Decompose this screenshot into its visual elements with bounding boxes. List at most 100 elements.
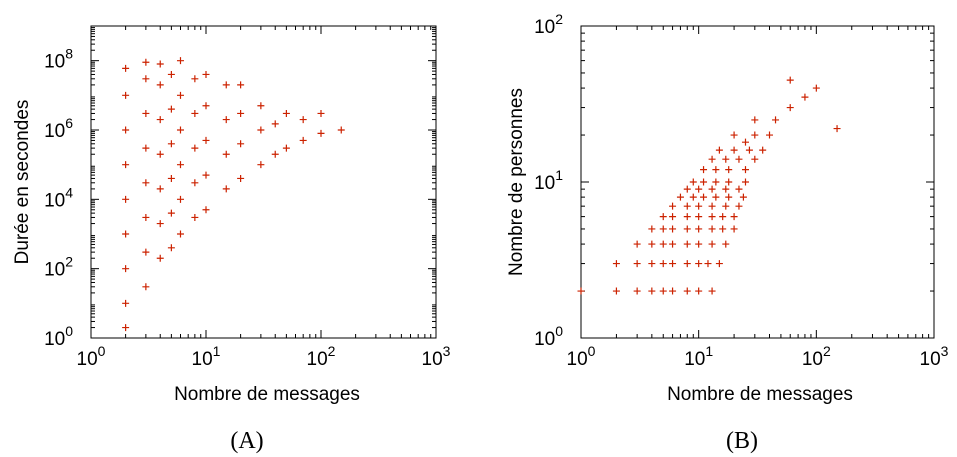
panel-caption-b: (B) bbox=[726, 428, 758, 454]
data-point bbox=[167, 70, 175, 78]
data-point bbox=[722, 155, 730, 163]
data-point bbox=[730, 213, 738, 221]
data-point bbox=[669, 202, 677, 210]
data-point bbox=[725, 178, 733, 186]
x-tick-label: 103 bbox=[422, 343, 451, 370]
data-point bbox=[669, 287, 677, 295]
data-point bbox=[156, 220, 164, 228]
data-point bbox=[708, 225, 716, 233]
data-point bbox=[683, 240, 691, 248]
data-point bbox=[659, 225, 667, 233]
data-point bbox=[167, 174, 175, 182]
data-point bbox=[669, 260, 677, 268]
data-point bbox=[176, 230, 184, 238]
x-tick-labels-a: 100 101 102 103 bbox=[77, 343, 451, 370]
data-point bbox=[122, 91, 130, 99]
data-point bbox=[715, 146, 723, 154]
data-point bbox=[700, 178, 708, 186]
data-point bbox=[317, 129, 325, 137]
data-point bbox=[772, 116, 780, 124]
data-point bbox=[719, 225, 727, 233]
data-point bbox=[712, 193, 720, 201]
data-point bbox=[659, 240, 667, 248]
data-point bbox=[156, 254, 164, 262]
data-point bbox=[735, 185, 743, 193]
data-point bbox=[689, 178, 697, 186]
data-point bbox=[202, 171, 210, 179]
data-point bbox=[833, 125, 841, 133]
data-point bbox=[648, 287, 656, 295]
data-point bbox=[282, 109, 290, 117]
data-point bbox=[176, 91, 184, 99]
data-point bbox=[648, 260, 656, 268]
data-point bbox=[191, 213, 199, 221]
data-point bbox=[741, 166, 749, 174]
data-point bbox=[337, 126, 345, 134]
data-point bbox=[237, 81, 245, 89]
data-point bbox=[735, 155, 743, 163]
data-point bbox=[156, 185, 164, 193]
data-point bbox=[612, 260, 620, 268]
x-tick-labels-b: 100 101 102 103 bbox=[567, 343, 949, 370]
y-tick-label: 102 bbox=[534, 11, 563, 38]
data-point bbox=[683, 225, 691, 233]
data-point bbox=[122, 126, 130, 134]
data-point bbox=[633, 287, 641, 295]
data-point bbox=[708, 185, 716, 193]
data-point bbox=[167, 209, 175, 217]
data-point bbox=[695, 225, 703, 233]
data-point bbox=[683, 185, 691, 193]
data-point bbox=[299, 136, 307, 144]
data-point bbox=[766, 131, 774, 139]
data-point bbox=[659, 260, 667, 268]
data-point bbox=[176, 161, 184, 169]
data-point bbox=[786, 76, 794, 84]
data-point bbox=[237, 140, 245, 148]
data-point bbox=[222, 150, 230, 158]
data-point bbox=[142, 144, 150, 152]
data-point bbox=[122, 64, 130, 72]
data-point bbox=[695, 240, 703, 248]
plot-frame-a bbox=[90, 25, 437, 339]
data-point bbox=[700, 166, 708, 174]
x-axis-label-b: Nombre de messages bbox=[667, 384, 853, 405]
y-tick-labels-b: 100 101 102 bbox=[534, 11, 563, 350]
y-tick-label: 106 bbox=[44, 115, 73, 142]
data-point bbox=[735, 202, 743, 210]
data-point bbox=[708, 202, 716, 210]
data-point bbox=[282, 144, 290, 152]
data-point bbox=[669, 240, 677, 248]
data-point bbox=[237, 174, 245, 182]
data-point bbox=[683, 213, 691, 221]
data-point bbox=[176, 57, 184, 65]
data-point bbox=[122, 161, 130, 169]
data-point bbox=[786, 104, 794, 112]
data-point bbox=[659, 213, 667, 221]
data-point bbox=[683, 202, 691, 210]
x-tick-label: 100 bbox=[77, 343, 106, 370]
data-point bbox=[222, 81, 230, 89]
y-tick-label: 108 bbox=[44, 46, 73, 73]
data-point bbox=[708, 155, 716, 163]
data-point bbox=[577, 287, 585, 295]
data-point bbox=[722, 185, 730, 193]
scatter-points-a bbox=[122, 57, 345, 332]
data-point bbox=[257, 102, 265, 110]
data-point bbox=[708, 240, 716, 248]
y-tick-label: 104 bbox=[44, 184, 73, 211]
data-point bbox=[648, 225, 656, 233]
data-point bbox=[683, 260, 691, 268]
data-point bbox=[257, 126, 265, 134]
data-point bbox=[142, 109, 150, 117]
data-point bbox=[142, 75, 150, 83]
data-point bbox=[695, 202, 703, 210]
data-point bbox=[704, 260, 712, 268]
data-point bbox=[725, 166, 733, 174]
y-tick-label: 102 bbox=[44, 254, 73, 281]
x-tick-label: 101 bbox=[192, 343, 221, 370]
data-point bbox=[801, 93, 809, 101]
data-point bbox=[708, 213, 716, 221]
x-axis-label-a: Nombre de messages bbox=[174, 384, 360, 405]
data-point bbox=[669, 213, 677, 221]
data-point bbox=[257, 161, 265, 169]
